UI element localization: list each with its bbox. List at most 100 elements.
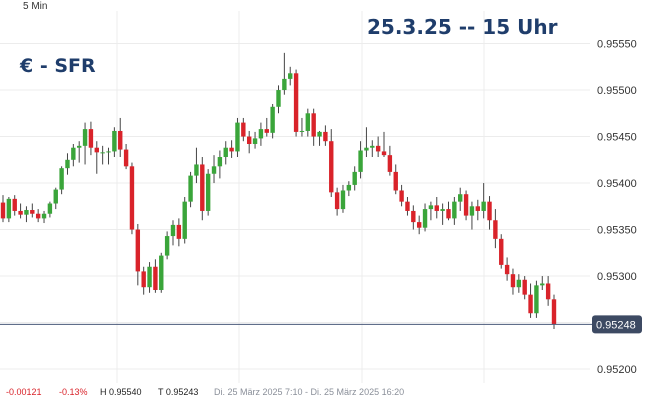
candle — [153, 259, 158, 293]
candle — [235, 117, 240, 158]
candle — [241, 117, 246, 142]
candle — [12, 195, 17, 216]
candle — [387, 145, 393, 176]
candle — [141, 266, 146, 295]
candle — [305, 108, 311, 137]
candle — [159, 252, 164, 293]
candle — [311, 108, 316, 146]
candle — [352, 166, 357, 191]
interval-label: 5 Min — [23, 1, 47, 12]
candle — [499, 234, 504, 269]
candle — [399, 184, 404, 207]
candle — [551, 294, 557, 330]
candle — [47, 201, 53, 218]
candle — [446, 201, 451, 221]
candle — [194, 147, 199, 184]
candle — [405, 197, 410, 216]
candle — [346, 181, 352, 197]
candle — [100, 145, 105, 165]
last-price-box — [592, 315, 642, 334]
candle — [534, 280, 539, 318]
candle — [65, 153, 70, 175]
candles — [0, 52, 557, 330]
candle — [481, 183, 486, 219]
candle — [452, 197, 457, 225]
low-value: T 0.95243 — [158, 387, 198, 397]
candle — [118, 117, 123, 158]
y-tick-label: 0.95350 — [597, 225, 637, 237]
candle — [375, 136, 381, 158]
candle — [440, 203, 445, 225]
candle — [170, 220, 176, 246]
candle — [411, 205, 416, 230]
candle — [422, 203, 428, 232]
candle — [94, 141, 99, 174]
candle — [434, 197, 439, 219]
candle — [246, 130, 252, 154]
candle — [211, 155, 217, 184]
candle — [0, 195, 6, 223]
candle — [475, 199, 480, 221]
last-price-marker: 0.95248 — [0, 315, 642, 334]
pair-label: € - SFR — [19, 55, 96, 77]
y-tick-label: 0.95500 — [597, 85, 637, 97]
candle — [364, 127, 369, 158]
y-tick-label: 0.95450 — [597, 132, 637, 144]
candle — [463, 190, 469, 221]
candle — [88, 121, 94, 156]
candle — [129, 162, 135, 235]
candle — [18, 203, 23, 219]
candle — [282, 52, 287, 95]
candle — [428, 201, 434, 221]
candle — [147, 262, 152, 293]
candle — [358, 141, 363, 179]
candle — [182, 197, 187, 244]
y-tick-label: 0.95550 — [597, 39, 637, 51]
candle — [30, 203, 35, 218]
candle — [205, 169, 211, 216]
candle — [188, 171, 193, 208]
candle — [493, 209, 498, 249]
candle — [317, 130, 322, 146]
candle — [545, 276, 551, 306]
candle — [522, 276, 527, 300]
candle — [41, 210, 47, 224]
candle — [252, 131, 258, 149]
candle — [53, 187, 58, 210]
change-pct: -0.13% — [59, 387, 88, 397]
candle — [393, 164, 398, 195]
change-abs: -0.00121 — [6, 387, 42, 397]
candle — [35, 209, 41, 223]
candle — [288, 66, 293, 86]
candle — [329, 129, 334, 197]
candle — [381, 131, 387, 158]
candle — [370, 140, 375, 158]
candle — [82, 122, 88, 165]
date-label: 25.3.25 -- 15 Uhr — [367, 15, 558, 39]
candle — [135, 223, 141, 286]
high-value: H 0.95540 — [100, 387, 142, 397]
candle — [323, 125, 328, 146]
candle — [77, 141, 82, 163]
candle — [176, 218, 182, 247]
y-tick-label: 0.95300 — [597, 271, 637, 283]
candle — [24, 206, 29, 223]
y-tick-label: 0.95200 — [597, 364, 637, 376]
candle — [270, 104, 275, 139]
candle — [223, 141, 228, 165]
candle — [123, 143, 129, 170]
candle — [217, 150, 223, 179]
candle — [334, 187, 340, 216]
candle — [6, 197, 12, 223]
candle — [276, 85, 281, 114]
date-range: Di. 25 März 2025 7:10 - Di. 25 März 2025… — [214, 387, 404, 397]
candle — [59, 166, 64, 195]
candle — [469, 201, 475, 230]
candle — [510, 268, 516, 295]
candle — [299, 117, 305, 137]
candle — [528, 283, 533, 318]
candle — [71, 143, 76, 167]
grid-lines — [0, 11, 590, 383]
candle — [516, 274, 522, 293]
